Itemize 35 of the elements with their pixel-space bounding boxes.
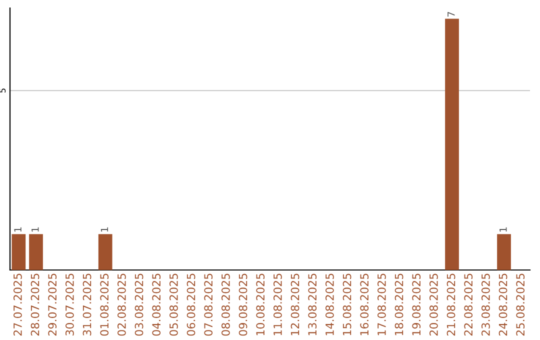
x-tick-label: 13.08.2025: [308, 274, 317, 336]
x-tick-label: 11.08.2025: [273, 274, 282, 336]
x-tick-label: 21.08.2025: [446, 274, 456, 336]
x-tick-label: 28.07.2025: [30, 274, 40, 336]
x-tick-label: 31.07.2025: [82, 274, 92, 336]
x-tick-label: 03.08.2025: [134, 274, 144, 336]
x-tick-label: 20.08.2025: [429, 274, 438, 336]
x-tick-label: 05.08.2025: [169, 274, 178, 336]
x-tick-label: 14.08.2025: [325, 274, 334, 336]
x-tick-label: 25.08.2025: [516, 274, 525, 336]
x-tick-label: 29.07.2025: [48, 274, 57, 336]
x-tick-label: 08.08.2025: [221, 274, 230, 336]
x-tick-label: 09.08.2025: [238, 274, 248, 336]
x-tick-label: 06.08.2025: [186, 274, 196, 336]
x-tick-label: 10.08.2025: [256, 274, 265, 336]
x-tick-label: 22.08.2025: [464, 274, 473, 336]
x-tick-label: 16.08.2025: [360, 274, 369, 336]
x-tick-label: 30.07.2025: [65, 274, 74, 336]
data-label: 1: [14, 227, 22, 232]
x-tick-label: 18.08.2025: [394, 274, 404, 336]
x-tick-label: 27.07.2025: [13, 274, 22, 336]
x-tick-label: 02.08.2025: [117, 274, 126, 336]
data-label: 1: [100, 227, 108, 232]
x-tick-label: 15.08.2025: [342, 274, 352, 336]
x-tick-label: 24.08.2025: [498, 274, 508, 336]
data-label: 1: [32, 227, 39, 232]
x-tick-label: 17.08.2025: [377, 274, 386, 336]
x-tick-label: 01.08.2025: [100, 274, 109, 336]
data-label: 1: [500, 227, 507, 232]
x-tick-label: 23.08.2025: [481, 274, 490, 336]
x-tick-label: 12.08.2025: [290, 274, 300, 336]
x-tick-label: 19.08.2025: [412, 274, 421, 336]
x-tick-label: 07.08.2025: [204, 274, 213, 336]
data-label: 7: [448, 12, 455, 17]
x-tick-label: 04.08.2025: [152, 274, 161, 336]
